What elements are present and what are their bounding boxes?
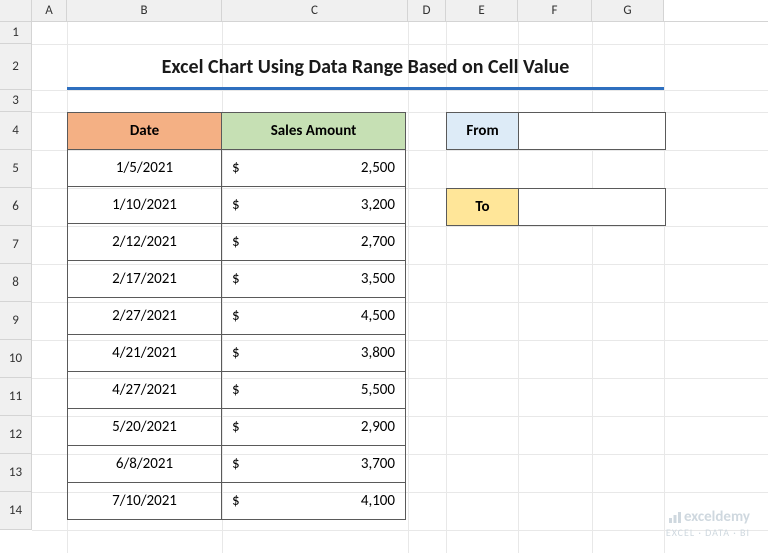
date-cell[interactable]: 1/5/2021 [68,150,222,187]
header-date[interactable]: Date [68,113,222,150]
col-header-G[interactable]: G [592,0,664,21]
watermark: exceldemy EXCEL · DATA · BI [666,508,750,539]
watermark-brand: exceldemy [684,508,750,526]
date-cell[interactable]: 4/21/2021 [68,335,222,372]
date-cell[interactable]: 2/12/2021 [68,224,222,261]
date-cell[interactable]: 2/17/2021 [68,261,222,298]
row-header-9[interactable]: 9 [0,302,32,340]
from-input-group: From [446,112,666,150]
row-header-2[interactable]: 2 [0,44,32,90]
from-label: From [447,113,519,149]
table-row[interactable]: 2/17/2021$3,500 [68,261,406,298]
date-cell[interactable]: 6/8/2021 [68,446,222,483]
table-row[interactable]: 4/21/2021$3,800 [68,335,406,372]
row-header-1[interactable]: 1 [0,22,32,44]
col-header-B[interactable]: B [67,0,222,21]
date-cell[interactable]: 1/10/2021 [68,187,222,224]
to-label: To [447,189,519,225]
select-all-corner[interactable] [0,0,32,21]
to-input-group: To [446,188,666,226]
col-header-D[interactable]: D [408,0,446,21]
row-header-3[interactable]: 3 [0,90,32,112]
amount-cell[interactable]: $2,700 [222,224,406,261]
grid-area[interactable]: Excel Chart Using Data Range Based on Ce… [32,22,768,553]
header-amount[interactable]: Sales Amount [222,113,406,150]
date-cell[interactable]: 7/10/2021 [68,483,222,520]
to-input[interactable] [519,189,665,225]
sales-table-body: 1/5/2021$2,5001/10/2021$3,2002/12/2021$2… [68,150,406,520]
row-header-12[interactable]: 12 [0,416,32,454]
amount-cell[interactable]: $3,700 [222,446,406,483]
row-header-14[interactable]: 14 [0,492,32,530]
amount-cell[interactable]: $5,500 [222,372,406,409]
col-header-E[interactable]: E [446,0,518,21]
amount-cell[interactable]: $2,500 [222,150,406,187]
row-header-8[interactable]: 8 [0,264,32,302]
row-header-10[interactable]: 10 [0,340,32,378]
title-underline [67,87,664,90]
table-row[interactable]: 1/10/2021$3,200 [68,187,406,224]
date-cell[interactable]: 2/27/2021 [68,298,222,335]
amount-cell[interactable]: $3,200 [222,187,406,224]
page-title: Excel Chart Using Data Range Based on Ce… [67,44,664,90]
amount-cell[interactable]: $4,100 [222,483,406,520]
col-header-F[interactable]: F [518,0,592,21]
table-row[interactable]: 4/27/2021$5,500 [68,372,406,409]
column-headers: ABCDEFG [0,0,768,22]
amount-cell[interactable]: $3,500 [222,261,406,298]
table-row[interactable]: 5/20/2021$2,900 [68,409,406,446]
spreadsheet: ABCDEFG 1234567891011121314 Excel Chart … [0,0,768,553]
from-input[interactable] [519,113,665,149]
table-row[interactable]: 6/8/2021$3,700 [68,446,406,483]
col-header-A[interactable]: A [32,0,67,21]
row-header-5[interactable]: 5 [0,150,32,188]
table-row[interactable]: 7/10/2021$4,100 [68,483,406,520]
date-cell[interactable]: 5/20/2021 [68,409,222,446]
chart-icon [668,510,682,524]
row-header-6[interactable]: 6 [0,188,32,226]
watermark-tag: EXCEL · DATA · BI [666,526,750,539]
row-header-11[interactable]: 11 [0,378,32,416]
table-row[interactable]: 1/5/2021$2,500 [68,150,406,187]
date-cell[interactable]: 4/27/2021 [68,372,222,409]
row-headers: 1234567891011121314 [0,22,32,530]
amount-cell[interactable]: $3,800 [222,335,406,372]
row-header-7[interactable]: 7 [0,226,32,264]
sales-table: Date Sales Amount 1/5/2021$2,5001/10/202… [67,112,406,520]
amount-cell[interactable]: $4,500 [222,298,406,335]
amount-cell[interactable]: $2,900 [222,409,406,446]
table-row[interactable]: 2/27/2021$4,500 [68,298,406,335]
row-header-13[interactable]: 13 [0,454,32,492]
table-row[interactable]: 2/12/2021$2,700 [68,224,406,261]
col-header-C[interactable]: C [222,0,408,21]
row-header-4[interactable]: 4 [0,112,32,150]
